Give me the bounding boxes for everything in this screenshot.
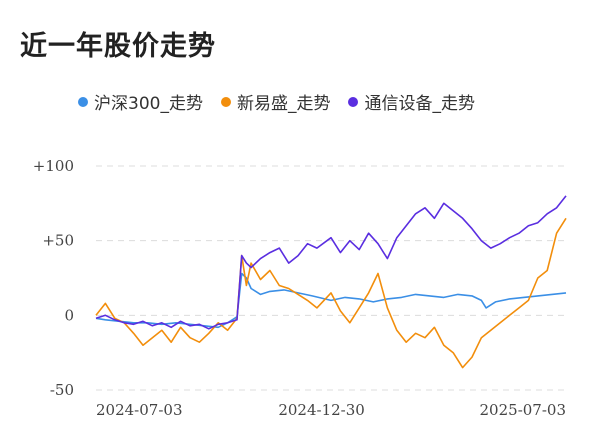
legend-marker-telecom-equipment <box>348 96 359 107</box>
x-tick-label: 2024-12-30 <box>278 401 364 419</box>
y-tick-label: +100 <box>33 157 74 175</box>
x-tick-label: 2024-07-03 <box>96 401 182 419</box>
series-lines <box>95 195 567 369</box>
y-tick-label: 0 <box>64 306 74 324</box>
series-line-xinyisheng[interactable] <box>95 217 567 369</box>
y-tick-label: -50 <box>50 381 74 399</box>
grid-lines <box>96 165 566 391</box>
legend-item-xinyisheng[interactable]: 新易盛_走势 <box>220 89 331 114</box>
x-axis-ticks: 2024-07-03 2024-12-30 2025-07-03 <box>96 401 566 419</box>
y-axis-ticks: +100 +50 0 -50 <box>33 157 74 399</box>
legend-label-telecom-equipment: 通信设备_走势 <box>364 94 475 114</box>
chart-title: 近一年股价走势 <box>20 31 216 62</box>
legend-item-csi300[interactable]: 沪深300_走势 <box>78 89 203 114</box>
legend-marker-xinyisheng <box>220 96 231 107</box>
series-line-telecom-equipment[interactable] <box>95 195 567 330</box>
y-tick-label: +50 <box>42 232 74 250</box>
chart-legend: 沪深300_走势 新易盛_走势 通信设备_走势 <box>78 89 475 114</box>
x-tick-label: 2025-07-03 <box>480 401 566 419</box>
legend-marker-csi300 <box>78 96 88 107</box>
legend-label-xinyisheng: 新易盛_走势 <box>236 94 331 114</box>
series-line-csi300[interactable] <box>95 272 567 329</box>
legend-item-telecom-equipment[interactable]: 通信设备_走势 <box>348 89 475 114</box>
legend-label-csi300: 沪深300_走势 <box>94 94 203 114</box>
